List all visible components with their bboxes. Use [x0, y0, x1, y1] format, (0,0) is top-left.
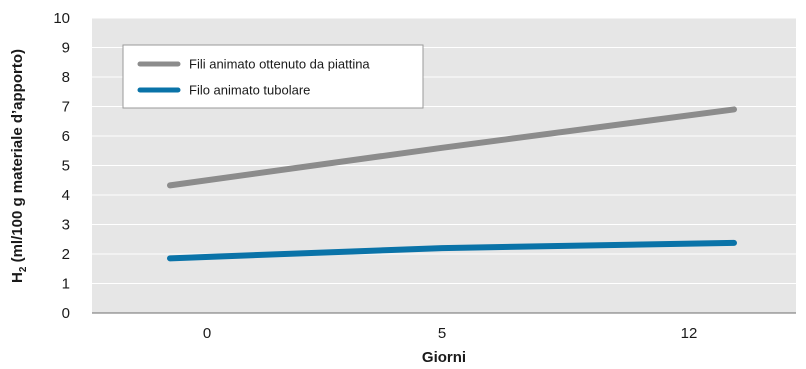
y-tick-labels: 0 1 2 3 4 5 6 7 8 9 10 [53, 10, 70, 322]
legend-label-filo-tubolare: Filo animato tubolare [189, 83, 310, 98]
series-lines [167, 106, 737, 262]
y-tick-label: 4 [62, 187, 70, 204]
y-axis-title: H2 (ml/100 g materiale d’apporto) [9, 49, 29, 283]
y-tick-label: 8 [62, 69, 70, 86]
legend-label-fili-piattina: Fili animato ottenuto da piattina [189, 57, 370, 72]
series-line-filo-tubolare [167, 239, 737, 262]
x-tick-label: 5 [438, 325, 446, 342]
y-tick-label: 10 [53, 10, 70, 27]
y-tick-label: 3 [62, 217, 70, 234]
y-tick-label: 6 [62, 128, 70, 145]
x-tick-label: 12 [681, 325, 698, 342]
y-tick-label: 7 [62, 99, 70, 116]
y-tick-label: 0 [62, 305, 70, 322]
series-line-fili-piattina [167, 106, 737, 189]
y-tick-label: 5 [62, 158, 70, 175]
y-tick-label: 1 [62, 276, 70, 293]
legend-box [122, 44, 424, 109]
x-axis-title: Giorni [422, 349, 466, 366]
x-tick-labels: 0 5 12 [203, 325, 698, 342]
x-tick-label: 0 [203, 325, 211, 342]
y-tick-label: 2 [62, 246, 70, 263]
legend: Fili animato ottenuto da piattina Filo a… [122, 44, 424, 109]
y-tick-label: 9 [62, 40, 70, 57]
